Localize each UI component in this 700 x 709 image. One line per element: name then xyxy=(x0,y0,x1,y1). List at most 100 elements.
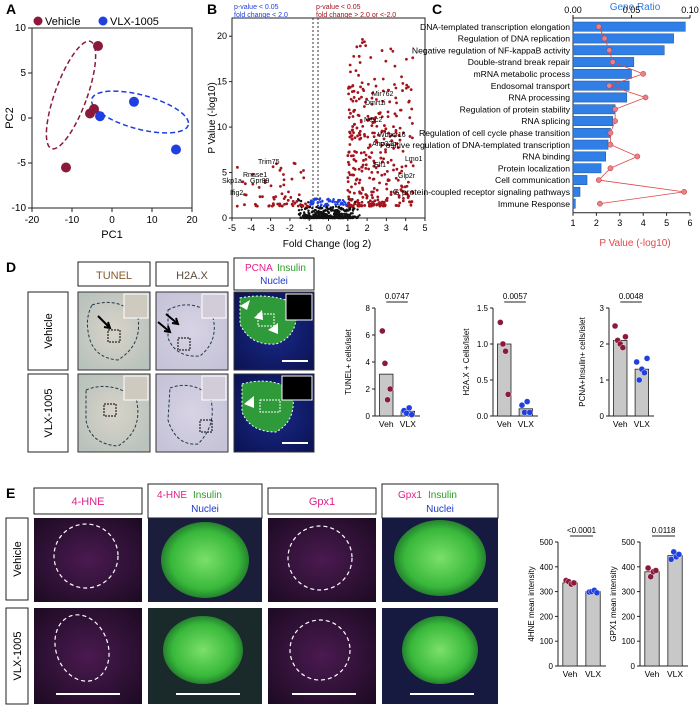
volcano-point xyxy=(360,81,364,85)
go-enrichment-chart: Gene Ratio 0.00 0.05 0.10 1 2 3 4 5 6 DNA-templa… xyxy=(380,2,699,249)
volcano-point xyxy=(347,116,351,119)
volcano-point xyxy=(381,99,385,103)
volcano-point xyxy=(243,203,246,207)
panel-letter-a: A xyxy=(6,1,16,17)
pvalue-label: 0.0048 xyxy=(619,292,644,301)
bar-ytick-label: 0 xyxy=(631,662,636,671)
bar-point xyxy=(384,396,391,403)
gene-ratio-line xyxy=(597,26,685,205)
volcano-point xyxy=(364,167,368,170)
volcano-point xyxy=(388,100,392,104)
volcano-point xyxy=(364,153,368,157)
volcano-point xyxy=(368,199,372,203)
volcano-point xyxy=(302,169,305,172)
inset xyxy=(201,293,227,319)
bar-ytick-label: 500 xyxy=(540,538,554,547)
volcano-point xyxy=(324,202,327,206)
volcano-point xyxy=(356,134,359,138)
volcano-point xyxy=(378,181,381,185)
volcano-point xyxy=(315,216,318,220)
volcano-point xyxy=(351,212,354,215)
volcano-point xyxy=(380,115,384,119)
volcano-point xyxy=(353,122,356,126)
volcano-point xyxy=(311,216,314,219)
volcano-point xyxy=(356,208,359,211)
arrow-icon xyxy=(165,313,180,326)
go-bar xyxy=(572,68,632,79)
volcano-point xyxy=(337,206,340,209)
volcano-point xyxy=(409,160,413,164)
pca-ytick-label: -10 xyxy=(12,203,27,214)
volcano-point xyxy=(347,213,350,217)
volcano-point xyxy=(387,131,391,135)
volcano-point xyxy=(371,190,375,194)
islet-outline xyxy=(85,385,139,447)
go-term-label: Negative regulation of NF-kappaB activit… xyxy=(412,45,571,55)
volcano-point xyxy=(385,169,389,173)
bar-ytick-label: 3 xyxy=(600,304,605,313)
go-bar xyxy=(572,198,576,209)
volcano-point xyxy=(313,199,316,202)
volcano-point xyxy=(356,204,360,208)
volcano-point xyxy=(349,111,352,115)
bar-point xyxy=(643,355,651,362)
go-bar xyxy=(572,127,611,138)
volcano-point xyxy=(353,108,357,112)
volcano-point xyxy=(366,114,370,118)
volcano-point xyxy=(372,159,376,163)
volcano-point xyxy=(364,193,368,197)
volcano-point xyxy=(316,210,319,213)
arrow-icon xyxy=(97,315,112,330)
volcano-point xyxy=(348,63,352,67)
gene-label: Mir762 xyxy=(372,91,394,98)
header-gpx1: Gpx1 xyxy=(309,496,335,508)
volcano-point xyxy=(327,207,331,211)
gene-label: Lmo1 xyxy=(405,156,423,163)
volcano-point xyxy=(376,195,380,199)
volcano-point xyxy=(370,96,374,100)
volcano-point xyxy=(383,129,387,133)
volcano-point xyxy=(352,173,356,177)
go-bar xyxy=(572,175,588,185)
volcano-point xyxy=(300,208,303,211)
islet-outline xyxy=(167,384,213,445)
gene-label: Elf1 xyxy=(374,162,386,169)
volcano-point xyxy=(395,114,398,118)
volcano-point xyxy=(385,182,388,186)
bar xyxy=(613,339,628,417)
volcano-point xyxy=(286,198,290,202)
volcano-point xyxy=(352,157,356,161)
header-4hne-merge-box xyxy=(147,483,263,519)
gene-ratio-point xyxy=(681,189,688,195)
gene-label: Skp1a xyxy=(222,178,242,185)
volcano-point xyxy=(257,186,261,189)
volcano-point xyxy=(272,203,275,207)
volcano-point xyxy=(235,165,239,169)
volcano-point xyxy=(317,206,320,210)
volcano-point xyxy=(347,150,351,154)
gene-label: Rnase1 xyxy=(243,172,267,179)
volcano-point xyxy=(310,200,313,203)
go-top-tick-label: 0.05 xyxy=(623,5,641,15)
volcano-point xyxy=(364,100,367,104)
volcano-point xyxy=(358,133,362,137)
volcano-point xyxy=(346,160,350,164)
volcano-point xyxy=(381,89,385,93)
volcano-xtick-label: 5 xyxy=(422,223,427,233)
volcano-point xyxy=(377,202,381,205)
volcano-point xyxy=(375,188,379,192)
volcano-point xyxy=(394,190,398,194)
bar-point xyxy=(593,589,601,597)
volcano-ytick-label: 20 xyxy=(217,31,227,41)
row-label-vlx: VLX-1005 xyxy=(43,389,55,438)
pca-xtick-label: 0 xyxy=(109,215,115,226)
volcano-xtick-label: 1 xyxy=(345,223,350,233)
volcano-point xyxy=(343,209,346,213)
volcano-point xyxy=(317,213,320,216)
volcano-point xyxy=(406,85,410,89)
volcano-point xyxy=(380,49,384,52)
volcano-point xyxy=(402,196,405,200)
